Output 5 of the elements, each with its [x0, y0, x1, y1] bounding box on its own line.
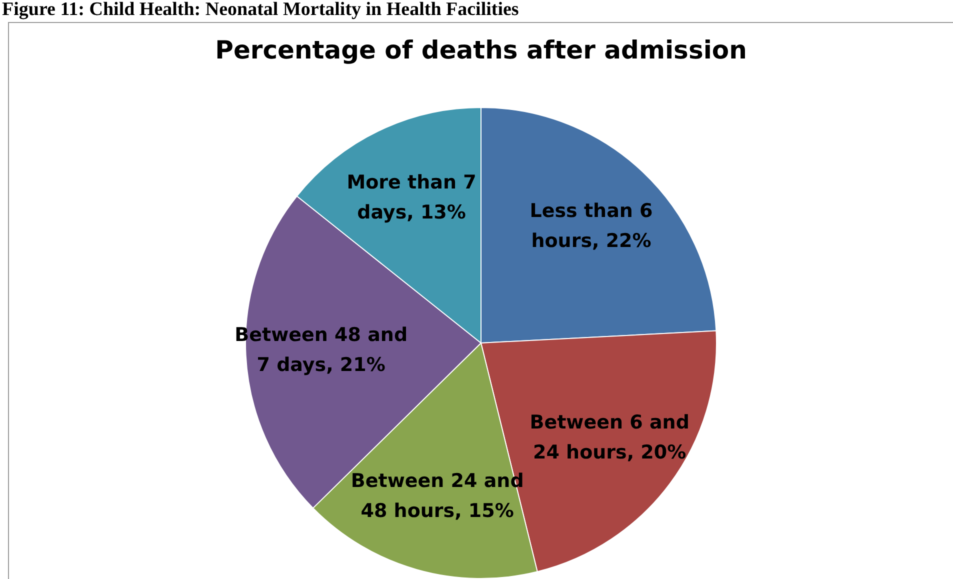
slice-label: Between 6 and 24 hours, 20% [530, 411, 690, 464]
chart-title: Percentage of deaths after admission [215, 36, 747, 64]
slice-label: More than 7 days, 13% [346, 172, 476, 224]
caption: Figure 11: Child Health: Neonatal Mortality in Health Facilities [2, 0, 520, 20]
slice-label: Less than 6 hours, 22% [530, 200, 653, 252]
